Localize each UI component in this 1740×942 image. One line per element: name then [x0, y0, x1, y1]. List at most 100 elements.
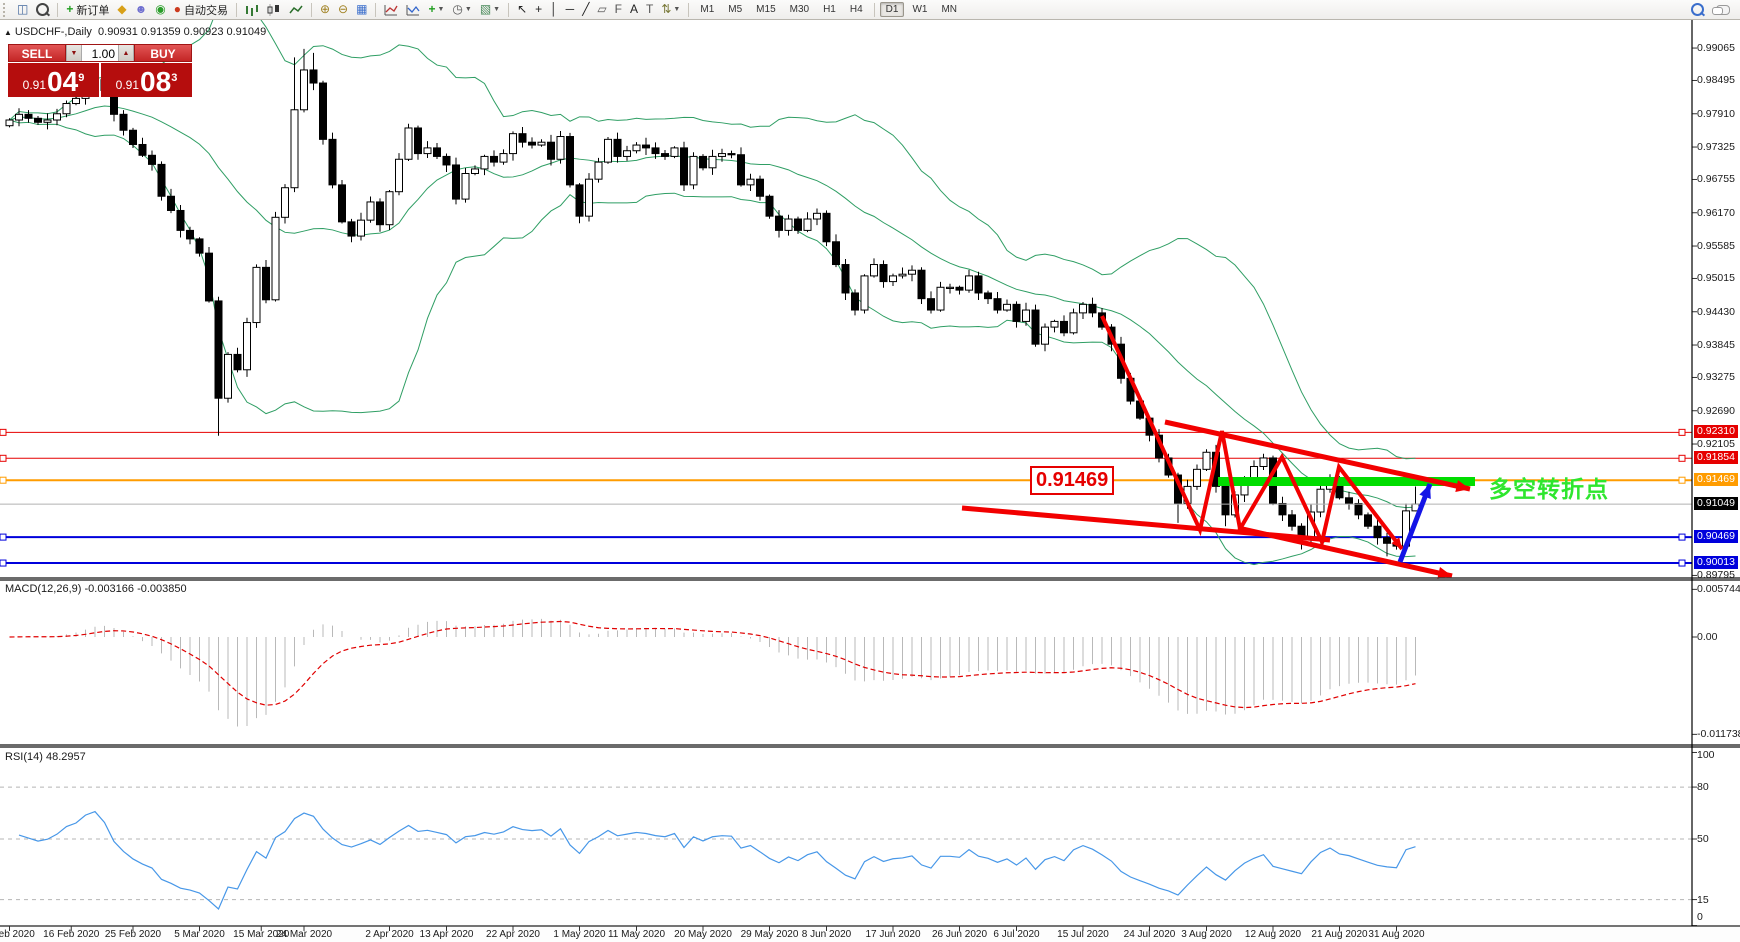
rsi-level-15: 15: [1697, 893, 1709, 906]
timeframe-button-W1[interactable]: W1: [912, 4, 928, 15]
candle: [262, 266, 270, 301]
pivot-green-bar[interactable]: [1218, 477, 1475, 486]
timeframe-button-M15[interactable]: M15: [756, 4, 776, 15]
zoom-out-icon[interactable]: ⊖: [338, 2, 349, 16]
arrows-icon[interactable]: ⇅ ▼: [661, 2, 681, 16]
candle: [585, 178, 593, 217]
candle: [889, 275, 897, 283]
volume-input[interactable]: 1.00: [82, 45, 118, 61]
ohlc-values: 0.90931 0.91359 0.90923 0.91049: [98, 26, 267, 38]
candle: [613, 138, 622, 157]
bar-chart-icon[interactable]: [241, 1, 263, 18]
date-tick-2-Apr-2020: 2 Apr 2020: [365, 929, 414, 940]
toolbar-separator: [688, 2, 690, 17]
gold-icon[interactable]: ◆: [117, 2, 127, 16]
toolbar-separator: [873, 2, 875, 17]
hline-icon[interactable]: ─: [565, 2, 575, 16]
candle: [1069, 312, 1078, 334]
add-indicator-icon[interactable]: + ▼: [428, 2, 445, 16]
pivot-annotation-text[interactable]: 多空转折点: [1489, 476, 1609, 502]
candle: [1250, 465, 1258, 479]
timeframe-button-H1[interactable]: H1: [823, 4, 836, 15]
volume-down-button[interactable]: ▼: [66, 45, 82, 61]
timeframe-button-M5[interactable]: M5: [728, 4, 743, 15]
bid-price[interactable]: 0.91 04 9: [8, 63, 99, 97]
candle: [879, 264, 888, 283]
data-window-icon[interactable]: [32, 1, 53, 18]
text-icon[interactable]: A: [630, 2, 639, 16]
collapse-triangle-icon[interactable]: ▲: [4, 28, 12, 37]
toolbar-grip[interactable]: [3, 2, 10, 17]
price-marker-0.91469: 0.91469: [1694, 473, 1738, 487]
upper-wedge-trendline[interactable]: [1164, 419, 1471, 492]
channel-icon[interactable]: ▱: [597, 2, 607, 16]
macd-name: MACD(12,26,9): [5, 583, 82, 595]
volume-up-button[interactable]: ▲: [118, 45, 134, 61]
period-icon[interactable]: ◷ ▼: [452, 2, 472, 16]
candle: [898, 273, 907, 277]
zoom-in-icon[interactable]: ⊕: [319, 2, 331, 16]
main-toolbar: ◫ + 新订单 ◆ ☻ ◉ ● 自动交易 ⊕ ⊖ ▦ + ▼ ◷ ▼ ▧ ▼ ↖ + │ ─ ╱ ▱ F A T ⇅ ▼ M1 M5 M15…: [0, 0, 1740, 20]
price-tick-0.93845: 0.93845: [1697, 339, 1735, 352]
crosshair-icon[interactable]: +: [535, 2, 543, 16]
candle: [271, 216, 280, 301]
rsi-indicator-label: RSI(14) 48.2957: [5, 751, 86, 763]
ask-price[interactable]: 0.91 08 3: [101, 63, 192, 97]
bullish-reversal-arrow[interactable]: [1397, 483, 1433, 563]
candle: [870, 264, 878, 277]
candle: [480, 155, 489, 170]
sell-button[interactable]: SELL: [8, 44, 66, 62]
candle: [195, 238, 204, 254]
community-icon[interactable]: ☻: [134, 2, 148, 16]
tile-windows-icon[interactable]: ▦: [356, 2, 368, 16]
date-tick-6-Feb-2020: 6 Feb 2020: [0, 929, 35, 940]
timeframe-button-M30[interactable]: M30: [789, 4, 810, 15]
breakdown-arrow[interactable]: [1237, 525, 1453, 579]
candle: [423, 147, 432, 155]
candle: [167, 195, 175, 211]
buy-button[interactable]: BUY: [134, 44, 192, 62]
candle: [357, 219, 365, 237]
candle: [490, 155, 498, 163]
template-icon[interactable]: ▧ ▼: [479, 2, 501, 16]
candle: [43, 119, 52, 123]
cursor-icon[interactable]: ↖: [517, 2, 528, 16]
chart-window-icon[interactable]: ◫: [17, 2, 29, 16]
macd-values: -0.003166 -0.003850: [84, 583, 187, 595]
candle: [623, 150, 631, 157]
price-level-callout[interactable]: 0.91469: [1030, 466, 1115, 495]
wave-zigzag[interactable]: [1100, 315, 1404, 551]
chat-icon[interactable]: [1712, 4, 1730, 15]
date-tick-15-Jul-2020: 15 Jul 2020: [1057, 929, 1109, 940]
vline-icon[interactable]: │: [550, 2, 558, 16]
candle: [699, 155, 707, 169]
autotrading-icon[interactable]: ● 自动交易: [173, 2, 228, 17]
time-axis[interactable]: [0, 926, 1740, 942]
trendline-icon[interactable]: ╱: [582, 2, 590, 16]
candle-chart-icon[interactable]: [263, 1, 285, 18]
line-chart-icon[interactable]: [285, 1, 307, 18]
candle: [680, 147, 688, 186]
fibonacci-icon[interactable]: F: [614, 2, 622, 16]
timeframe-button-H4[interactable]: H4: [849, 4, 863, 15]
toolbar-separator: [508, 2, 510, 17]
price-marker-0.90013: 0.90013: [1694, 556, 1738, 570]
price-tick-0.98495: 0.98495: [1697, 74, 1735, 87]
new-order-icon[interactable]: + 新订单: [66, 2, 110, 17]
search-icon[interactable]: [1691, 3, 1704, 16]
candle: [765, 195, 774, 217]
ask-big-digits: 08: [140, 66, 172, 97]
one-click-trading-panel: SELL ▼ 1.00 ▲ BUY 0.91 04 9 0.91 08 3: [8, 44, 192, 97]
indicator-list-icon[interactable]: [402, 1, 424, 18]
indicator-window-icon[interactable]: [380, 1, 402, 18]
timeframe-button-MN[interactable]: MN: [941, 4, 958, 15]
label-icon[interactable]: T: [646, 2, 654, 16]
date-tick-3-Aug-2020: 3 Aug 2020: [1181, 929, 1232, 940]
candle: [917, 269, 926, 300]
timeframe-button-M1[interactable]: M1: [700, 4, 715, 15]
candle: [385, 191, 394, 226]
date-tick-26-Jun-2020: 26 Jun 2020: [931, 929, 988, 940]
signals-icon[interactable]: ◉: [155, 2, 166, 16]
timeframe-button-D1[interactable]: D1: [879, 2, 905, 17]
